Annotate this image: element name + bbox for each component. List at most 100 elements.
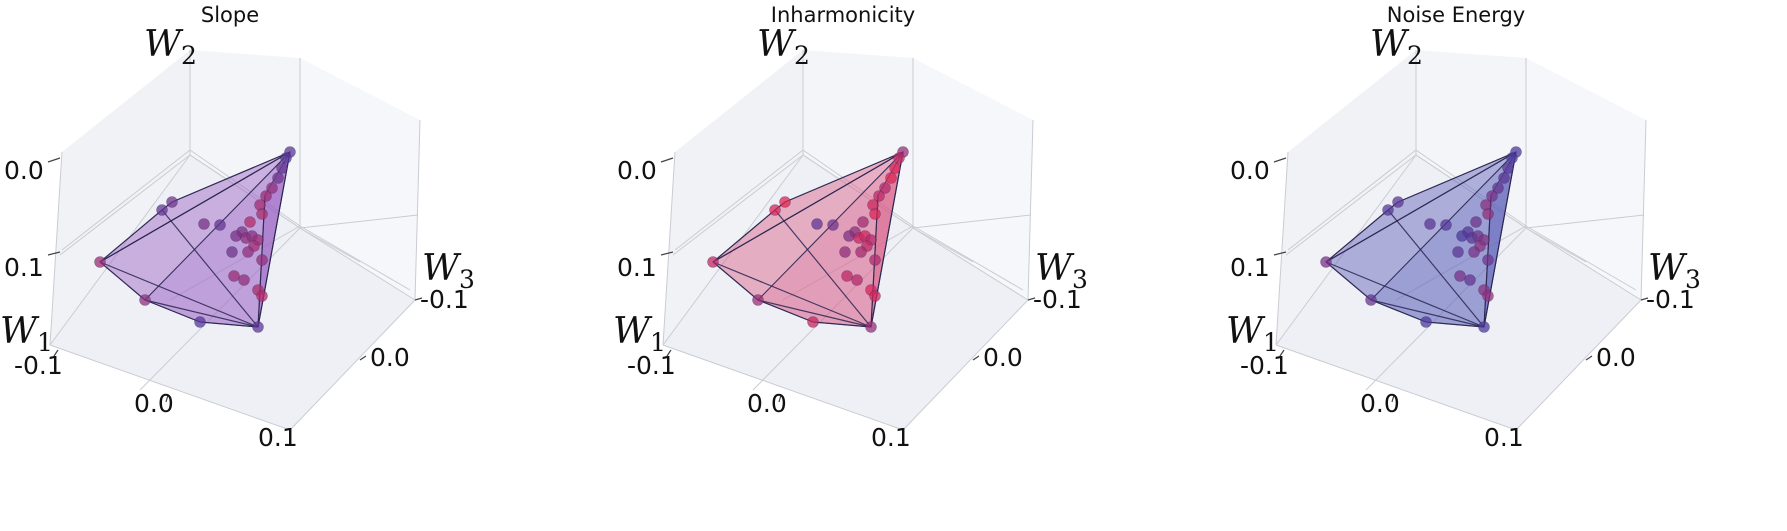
data-point	[198, 218, 210, 230]
data-point	[779, 196, 791, 208]
x-tick-label: 0.0	[134, 389, 174, 418]
z-tick-label: -0.1	[1646, 285, 1695, 314]
data-point	[228, 270, 240, 282]
x-tick-label: 0.1	[871, 423, 911, 452]
x-axis-label: W1	[1226, 311, 1279, 357]
data-point	[244, 216, 256, 228]
x-tick-label: -0.1	[1240, 351, 1289, 380]
data-point	[266, 182, 278, 194]
x-axis-label: W1	[0, 311, 53, 357]
data-point	[1470, 216, 1482, 228]
y-tick-label: 0.1	[1230, 253, 1270, 282]
data-point	[238, 274, 250, 286]
x-tick-label: 0.1	[1484, 423, 1524, 452]
data-point	[851, 274, 863, 286]
data-point	[865, 321, 877, 333]
data-point	[839, 246, 851, 258]
data-point	[230, 230, 242, 242]
y-axis-label: W2	[1370, 24, 1423, 70]
left-pane	[50, 50, 190, 345]
scatter-points	[707, 146, 909, 333]
data-point	[256, 254, 268, 266]
right-pane	[300, 58, 420, 300]
data-point	[857, 216, 869, 228]
data-point	[893, 152, 905, 164]
z-axis-label: W3	[422, 248, 475, 294]
z-tick-label: 0.0	[983, 343, 1023, 372]
chart-svg: Noise Energy 0.0 0.1 -0.1 0.0 0.1 -0.1 0.0 W2 W1 W…	[1226, 3, 1701, 452]
left-pane	[663, 50, 803, 345]
data-point	[1498, 172, 1510, 184]
z-tick-label: -0.1	[420, 285, 469, 314]
scatter-points	[94, 146, 296, 333]
data-point	[841, 270, 853, 282]
z-axis-label: W3	[1648, 248, 1701, 294]
y-axis-label: W2	[144, 24, 197, 70]
data-point	[1320, 256, 1332, 268]
data-point	[156, 204, 168, 216]
data-point	[1420, 316, 1432, 328]
x-tick-label: -0.1	[627, 351, 676, 380]
data-point	[707, 256, 719, 268]
x-tick-label: 0.0	[1360, 389, 1400, 418]
data-point	[769, 204, 781, 216]
data-point	[1478, 321, 1490, 333]
data-point	[139, 294, 151, 306]
data-point	[869, 254, 881, 266]
z-tick-label: 0.0	[370, 343, 410, 372]
tick-marks	[660, 157, 1036, 438]
data-point	[879, 182, 891, 194]
x-axis-label: W1	[613, 311, 666, 357]
data-point	[256, 290, 268, 302]
data-point	[1482, 290, 1494, 302]
data-point	[1424, 218, 1436, 230]
chart-title: Inharmonicity	[771, 3, 915, 27]
data-point	[1468, 246, 1480, 258]
data-point	[1486, 190, 1498, 202]
data-point	[1440, 219, 1452, 231]
z-axis-label: W3	[1035, 248, 1088, 294]
tick-marks	[47, 157, 423, 438]
data-point	[1452, 246, 1464, 258]
data-point	[256, 208, 268, 220]
subplot-inharmonicity: Inharmonicity 0.0 0.1 -0.1 0.0 0.1 -0.1 0.0 W2 W1…	[613, 0, 1173, 531]
z-tick-label: 0.0	[1596, 343, 1636, 372]
data-point	[889, 162, 901, 174]
data-point	[1506, 152, 1518, 164]
chart-svg: Inharmonicity 0.0 0.1 -0.1 0.0 0.1 -0.1 0.0 W2 W1…	[613, 3, 1088, 452]
data-point	[1456, 230, 1468, 242]
x-tick-label: -0.1	[14, 351, 63, 380]
chart-svg: Slope 0.0 0.1 -0.1 0.0 0.1 -0.1 0.0 W2 W1 W3	[0, 3, 475, 452]
grid-lines	[49, 50, 421, 431]
chart-title: Noise Energy	[1387, 3, 1525, 27]
data-point	[1464, 274, 1476, 286]
chart-title: Slope	[201, 3, 259, 27]
x-tick-label: 0.1	[258, 423, 298, 452]
data-point	[1454, 270, 1466, 282]
data-point	[1365, 294, 1377, 306]
subplot-noise-energy: Noise Energy 0.0 0.1 -0.1 0.0 0.1 -0.1 0.0 W2 W1 W…	[1226, 0, 1786, 531]
right-pane	[913, 58, 1033, 300]
data-point	[94, 256, 106, 268]
data-point	[807, 316, 819, 328]
data-point	[242, 246, 254, 258]
subplot-slope: Slope 0.0 0.1 -0.1 0.0 0.1 -0.1 0.0 W2 W1 W3	[0, 0, 560, 531]
data-point	[869, 208, 881, 220]
data-point	[166, 196, 178, 208]
data-point	[226, 246, 238, 258]
z-tick-label: -0.1	[1033, 285, 1082, 314]
y-tick-label: 0.0	[4, 156, 44, 185]
data-point	[1392, 196, 1404, 208]
x-tick-label: 0.0	[747, 389, 787, 418]
data-point	[1492, 182, 1504, 194]
tick-marks	[1273, 157, 1649, 438]
data-point	[1502, 162, 1514, 174]
data-point	[827, 219, 839, 231]
data-point	[885, 172, 897, 184]
right-pane	[1526, 58, 1646, 300]
y-axis-label: W2	[757, 24, 810, 70]
left-pane	[1276, 50, 1416, 345]
data-point	[1482, 254, 1494, 266]
data-point	[1382, 204, 1394, 216]
scatter-points	[1320, 146, 1522, 333]
